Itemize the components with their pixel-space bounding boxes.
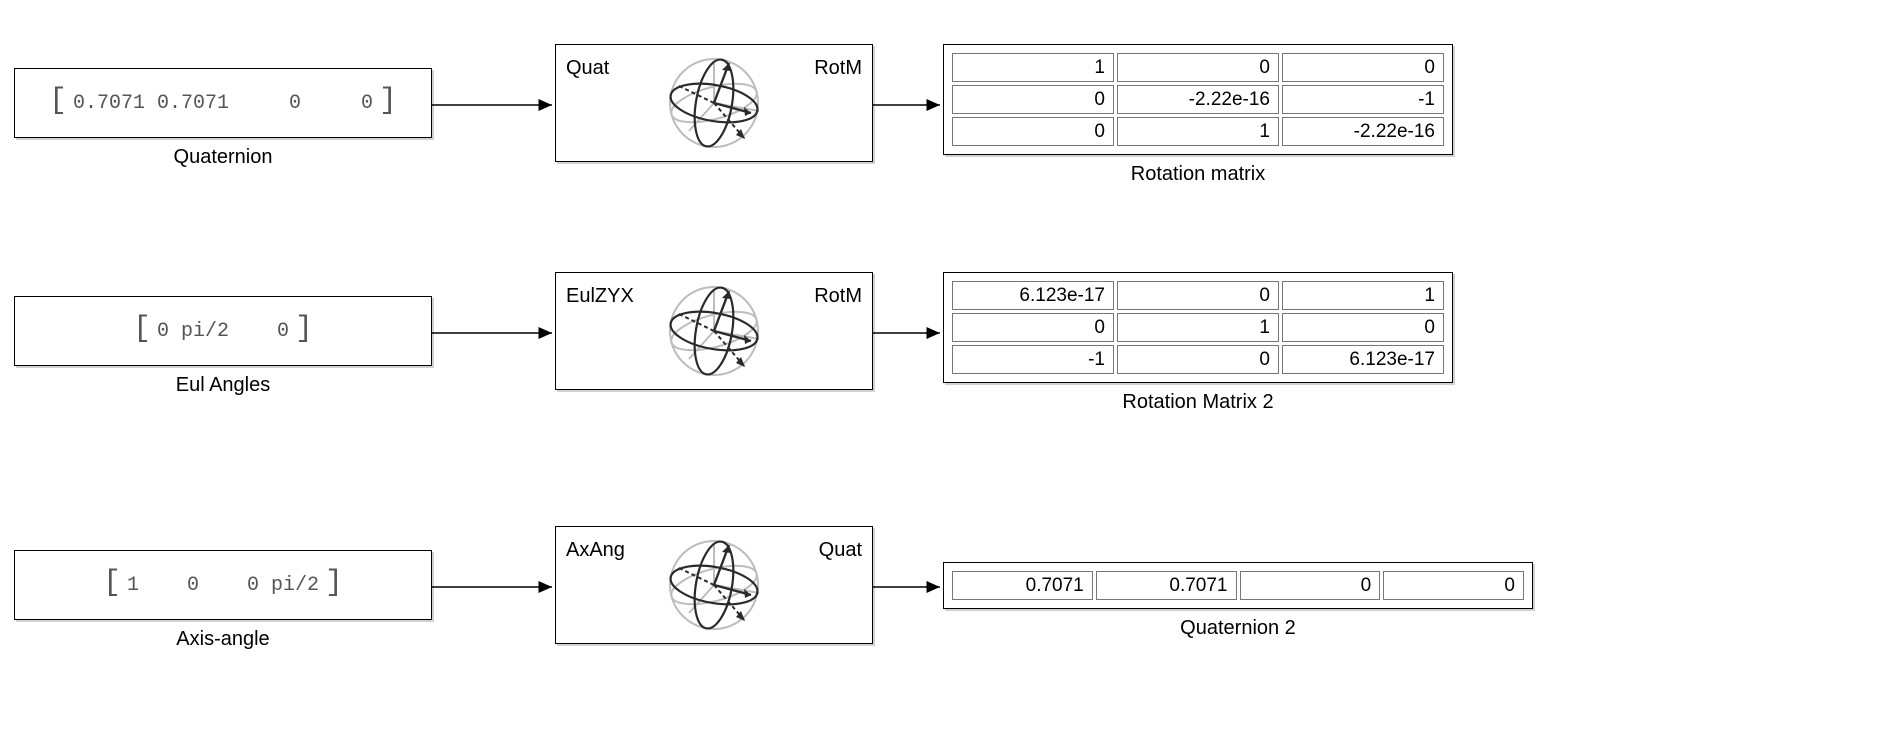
vector-cell: 0 (1383, 571, 1524, 600)
matrix-cell: 0 (1117, 281, 1279, 310)
display-label: Rotation Matrix 2 (943, 391, 1453, 414)
const-block-euler[interactable]: [ 0 pi/2 0 ] (14, 296, 432, 366)
matrix-cell: -1 (952, 345, 1114, 374)
conversion-block-quat-rotm[interactable]: Quat RotM (555, 44, 873, 162)
matrix-cell: 6.123e-17 (952, 281, 1114, 310)
matrix-cell: 0 (1282, 53, 1444, 82)
matrix-cell: 0 (952, 313, 1114, 342)
display-block-rotation-matrix[interactable]: 1 0 0 0 -2.22e-16 -1 0 1 -2.22e-16 (943, 44, 1453, 155)
matrix-cell: -2.22e-16 (1282, 117, 1444, 146)
const-label: Quaternion (14, 146, 432, 169)
const-vector-text: 0 pi/2 0 (157, 320, 289, 343)
rotation-sphere-icon (659, 535, 769, 635)
vector-cell: 0.7071 (1096, 571, 1237, 600)
rotation-sphere-icon (659, 53, 769, 153)
signal-arrow (873, 328, 943, 338)
signal-arrow (873, 582, 943, 592)
conversion-block-axang-quat[interactable]: AxAng Quat (555, 526, 873, 644)
port-out-label: RotM (814, 57, 862, 80)
conversion-block-eul-rotm[interactable]: EulZYX RotM (555, 272, 873, 390)
const-block-quaternion[interactable]: [ 0.7071 0.7071 0 0 ] (14, 68, 432, 138)
matrix-cell: 0 (1117, 345, 1279, 374)
matrix-cell: 0 (952, 117, 1114, 146)
port-in-label: AxAng (566, 539, 625, 562)
matrix-cell: 1 (952, 53, 1114, 82)
matrix-cell: -1 (1282, 85, 1444, 114)
const-vector-display: [ 0.7071 0.7071 0 0 ] (49, 91, 397, 115)
vector-cell: 0 (1240, 571, 1381, 600)
const-vector-display: [ 1 0 0 pi/2 ] (103, 573, 343, 597)
signal-arrow (873, 100, 943, 110)
display-block-quaternion-2[interactable]: 0.7071 0.7071 0 0 (943, 562, 1533, 609)
row-vector-grid: 0.7071 0.7071 0 0 (952, 571, 1524, 600)
matrix-cell: 1 (1282, 281, 1444, 310)
const-vector-text: 1 0 0 pi/2 (127, 574, 319, 597)
const-label: Eul Angles (14, 374, 432, 397)
const-block-axis-angle[interactable]: [ 1 0 0 pi/2 ] (14, 550, 432, 620)
const-vector-text: 0.7071 0.7071 0 0 (73, 92, 373, 115)
display-block-rotation-matrix-2[interactable]: 6.123e-17 0 1 0 1 0 -1 0 6.123e-17 (943, 272, 1453, 383)
signal-arrow (432, 328, 555, 338)
signal-arrow (432, 100, 555, 110)
matrix-grid: 1 0 0 0 -2.22e-16 -1 0 1 -2.22e-16 (952, 53, 1444, 146)
port-out-label: RotM (814, 285, 862, 308)
signal-arrow (432, 582, 555, 592)
matrix-cell: 1 (1117, 313, 1279, 342)
matrix-cell: 0 (952, 85, 1114, 114)
matrix-cell: 0 (1282, 313, 1444, 342)
rotation-sphere-icon (659, 281, 769, 381)
matrix-cell: 6.123e-17 (1282, 345, 1444, 374)
matrix-cell: -2.22e-16 (1117, 85, 1279, 114)
const-vector-display: [ 0 pi/2 0 ] (133, 319, 313, 343)
matrix-cell: 1 (1117, 117, 1279, 146)
const-label: Axis-angle (14, 628, 432, 651)
port-in-label: EulZYX (566, 285, 634, 308)
display-label: Rotation matrix (943, 163, 1453, 186)
port-out-label: Quat (819, 539, 862, 562)
display-label: Quaternion 2 (943, 617, 1533, 640)
matrix-cell: 0 (1117, 53, 1279, 82)
port-in-label: Quat (566, 57, 609, 80)
vector-cell: 0.7071 (952, 571, 1093, 600)
matrix-grid: 6.123e-17 0 1 0 1 0 -1 0 6.123e-17 (952, 281, 1444, 374)
